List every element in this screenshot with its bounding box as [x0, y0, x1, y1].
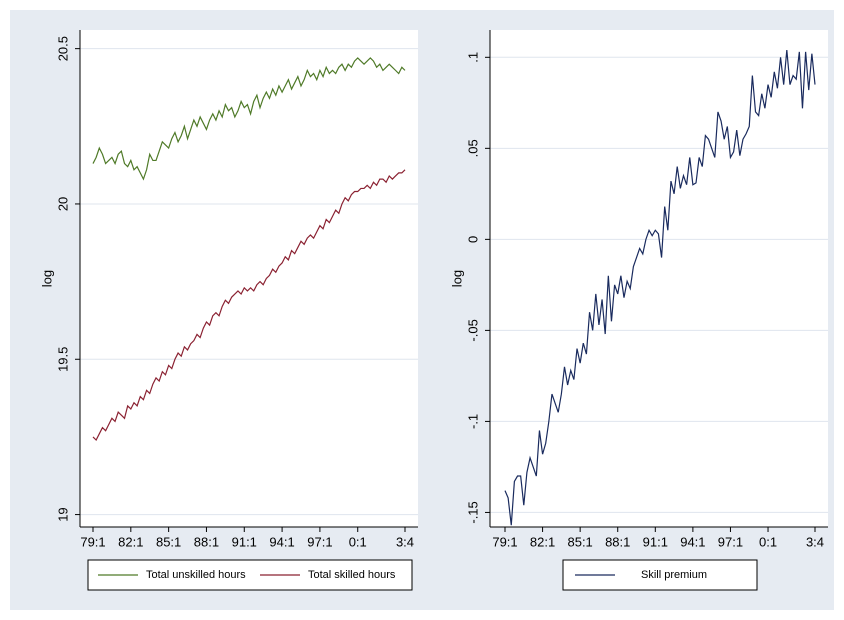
- y-tick-label: -.15: [465, 501, 480, 523]
- x-tick-label: 0:1: [759, 534, 777, 549]
- x-tick-label: 97:1: [718, 534, 743, 549]
- y-tick-label: .1: [465, 52, 480, 63]
- x-tick-label: 97:1: [307, 534, 332, 549]
- x-tick-label: 88:1: [194, 534, 219, 549]
- legend-label: Total unskilled hours: [146, 569, 246, 581]
- plot-region: [80, 30, 418, 527]
- x-tick-label: 3:4: [806, 534, 824, 549]
- legend-box: [87, 559, 413, 591]
- x-tick-label: 82:1: [118, 534, 143, 549]
- x-tick-label: 85:1: [156, 534, 181, 549]
- y-tick-label: 20.5: [55, 36, 70, 61]
- plot-region: [490, 30, 828, 527]
- x-tick-label: 91:1: [643, 534, 668, 549]
- x-tick-label: 0:1: [349, 534, 367, 549]
- legend-label: Total skilled hours: [308, 569, 396, 581]
- y-tick-label: 19.5: [55, 347, 70, 372]
- x-tick-label: 88:1: [605, 534, 630, 549]
- y-tick-label: .05: [465, 139, 480, 157]
- series-line: [92, 169, 406, 442]
- x-tick-label: 79:1: [492, 534, 517, 549]
- x-tick-label: 91:1: [232, 534, 257, 549]
- series-line: [92, 57, 406, 181]
- legend-label: Skill premium: [641, 569, 707, 581]
- y-axis-title: log: [449, 270, 464, 287]
- x-tick-label: 94:1: [269, 534, 294, 549]
- y-tick-label: -.05: [465, 319, 480, 341]
- x-tick-label: 82:1: [530, 534, 555, 549]
- legend: Skill premium: [575, 569, 707, 581]
- y-axis-title: log: [39, 270, 54, 287]
- y-tick-label: 20: [55, 197, 70, 211]
- y-tick-label: -.1: [465, 414, 480, 429]
- series-line: [504, 49, 816, 526]
- x-tick-label: 79:1: [80, 534, 105, 549]
- x-tick-label: 94:1: [680, 534, 705, 549]
- x-tick-label: 3:4: [396, 534, 414, 549]
- legend: Total unskilled hours Total skilled hours: [98, 569, 396, 581]
- y-tick-label: 19: [55, 507, 70, 521]
- y-tick-label: 0: [465, 236, 480, 243]
- x-tick-label: 85:1: [567, 534, 592, 549]
